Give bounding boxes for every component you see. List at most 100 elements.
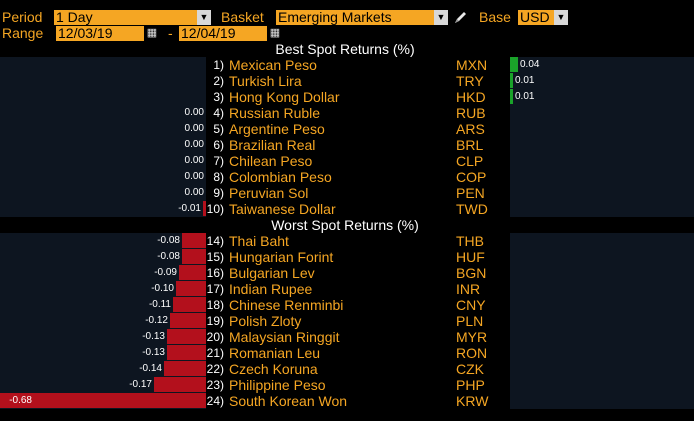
row-rank: 22) xyxy=(206,362,224,376)
row-rank: 21) xyxy=(206,346,224,360)
row-currency-code: INR xyxy=(456,281,481,297)
row-currency-code: MXN xyxy=(456,57,488,73)
bar-value-label: 0.00 xyxy=(184,155,204,166)
row-rank: 10) xyxy=(206,202,224,216)
range-start-input[interactable]: 12/03/19 xyxy=(56,26,144,41)
bar-negative xyxy=(179,265,206,280)
bar-value-label: 0.01 xyxy=(515,91,535,102)
bar-negative xyxy=(182,249,206,264)
row-currency-code: ARS xyxy=(456,121,485,137)
row-rank: 1) xyxy=(213,58,224,72)
row-currency-code: TWD xyxy=(456,201,488,217)
bar-value-label: -0.11 xyxy=(148,299,171,310)
bar-negative xyxy=(170,313,206,328)
range-end-input[interactable]: 12/04/19 xyxy=(179,26,267,41)
row-currency-code: CZK xyxy=(456,361,484,377)
range-separator: - xyxy=(168,25,173,41)
edit-pencil-icon[interactable] xyxy=(453,10,468,25)
row-currency-code: RON xyxy=(456,345,488,361)
row-currency-name: Turkish Lira xyxy=(229,73,302,89)
bar-value-label: -0.14 xyxy=(139,363,162,374)
bar-negative xyxy=(203,201,206,216)
bar-value-label: -0.10 xyxy=(151,283,174,294)
row-currency-code: MYR xyxy=(456,329,488,345)
row-currency-name: Indian Rupee xyxy=(229,281,313,297)
row-rank: 18) xyxy=(206,298,224,312)
bar-value-label: 0.01 xyxy=(515,75,535,86)
row-rank: 4) xyxy=(213,106,224,120)
best-returns-title: Best Spot Returns (%) xyxy=(275,41,415,57)
row-rank: 16) xyxy=(206,266,224,280)
bar-value-label: 0.00 xyxy=(184,139,204,150)
bar-value-label: -0.12 xyxy=(145,315,168,326)
range-label: Range xyxy=(2,25,44,41)
bar-negative xyxy=(164,361,206,376)
row-currency-name: Polish Zloty xyxy=(229,313,302,329)
bar-positive xyxy=(510,57,518,72)
row-rank: 5) xyxy=(213,122,224,136)
period-select[interactable]: 1 Day xyxy=(54,10,197,25)
bar-value-label: 0.04 xyxy=(520,59,540,70)
row-rank: 19) xyxy=(206,314,224,328)
bar-negative xyxy=(0,393,206,408)
bar-value-label: -0.17 xyxy=(129,379,152,390)
row-currency-name: Chilean Peso xyxy=(229,153,313,169)
row-currency-name: Taiwanese Dollar xyxy=(229,201,336,217)
row-currency-code: HKD xyxy=(456,89,486,105)
row-rank: 20) xyxy=(206,330,224,344)
worst-returns-title: Worst Spot Returns (%) xyxy=(271,217,419,233)
period-chevron-down-icon[interactable]: ▼ xyxy=(197,10,211,25)
bar-negative xyxy=(182,233,206,248)
bar-positive xyxy=(510,73,513,88)
bar-positive xyxy=(510,89,513,104)
row-currency-code: CLP xyxy=(456,153,484,169)
row-rank: 2) xyxy=(213,74,224,88)
basket-chevron-down-icon[interactable]: ▼ xyxy=(434,10,448,25)
row-rank: 17) xyxy=(206,282,224,296)
bar-value-label: -0.13 xyxy=(142,331,165,342)
row-currency-code: BGN xyxy=(456,265,487,281)
row-rank: 7) xyxy=(213,154,224,168)
period-label: Period xyxy=(2,9,43,25)
base-chevron-down-icon[interactable]: ▼ xyxy=(554,10,568,25)
basket-select[interactable]: Emerging Markets xyxy=(276,10,434,25)
best-negative-panel xyxy=(0,57,206,217)
row-currency-name: Romanian Leu xyxy=(229,345,321,361)
toolbar: Period 1 Day ▼ Basket Emerging Markets ▼… xyxy=(0,0,694,42)
base-label: Base xyxy=(479,9,511,25)
row-currency-name: Mexican Peso xyxy=(229,57,317,73)
row-currency-code: PLN xyxy=(456,313,484,329)
row-currency-code: PEN xyxy=(456,185,485,201)
bar-value-label: -0.01 xyxy=(178,203,201,214)
row-currency-code: PHP xyxy=(456,377,485,393)
bar-value-label: 0.00 xyxy=(184,187,204,198)
worst-positive-panel xyxy=(510,233,694,409)
bar-value-label: 0.00 xyxy=(184,107,204,118)
row-currency-name: Hong Kong Dollar xyxy=(229,89,340,105)
bar-negative xyxy=(167,329,206,344)
row-currency-name: Philippine Peso xyxy=(229,377,326,393)
bar-value-label: -0.13 xyxy=(142,347,165,358)
row-currency-name: Argentine Peso xyxy=(229,121,325,137)
base-select[interactable]: USD xyxy=(518,10,554,25)
row-rank: 8) xyxy=(213,170,224,184)
row-currency-name: Chinese Renminbi xyxy=(229,297,344,313)
range-end-calendar-icon[interactable]: ▦ xyxy=(269,27,281,39)
row-currency-name: Malaysian Ringgit xyxy=(229,329,340,345)
bar-value-label: -0.09 xyxy=(154,267,177,278)
row-currency-code: THB xyxy=(456,233,484,249)
bar-value-label: -0.08 xyxy=(157,251,180,262)
bar-value-label: -0.08 xyxy=(157,235,180,246)
row-currency-code: HUF xyxy=(456,249,485,265)
row-currency-name: Hungarian Forint xyxy=(229,249,334,265)
row-currency-code: CNY xyxy=(456,297,486,313)
row-rank: 23) xyxy=(206,378,224,392)
row-currency-name: Peruvian Sol xyxy=(229,185,309,201)
row-rank: 6) xyxy=(213,138,224,152)
best-positive-panel xyxy=(510,57,694,217)
bar-value-label: -0.68 xyxy=(9,395,32,406)
row-currency-code: COP xyxy=(456,169,487,185)
row-currency-name: Russian Ruble xyxy=(229,105,321,121)
range-start-calendar-icon[interactable]: ▦ xyxy=(146,27,158,39)
